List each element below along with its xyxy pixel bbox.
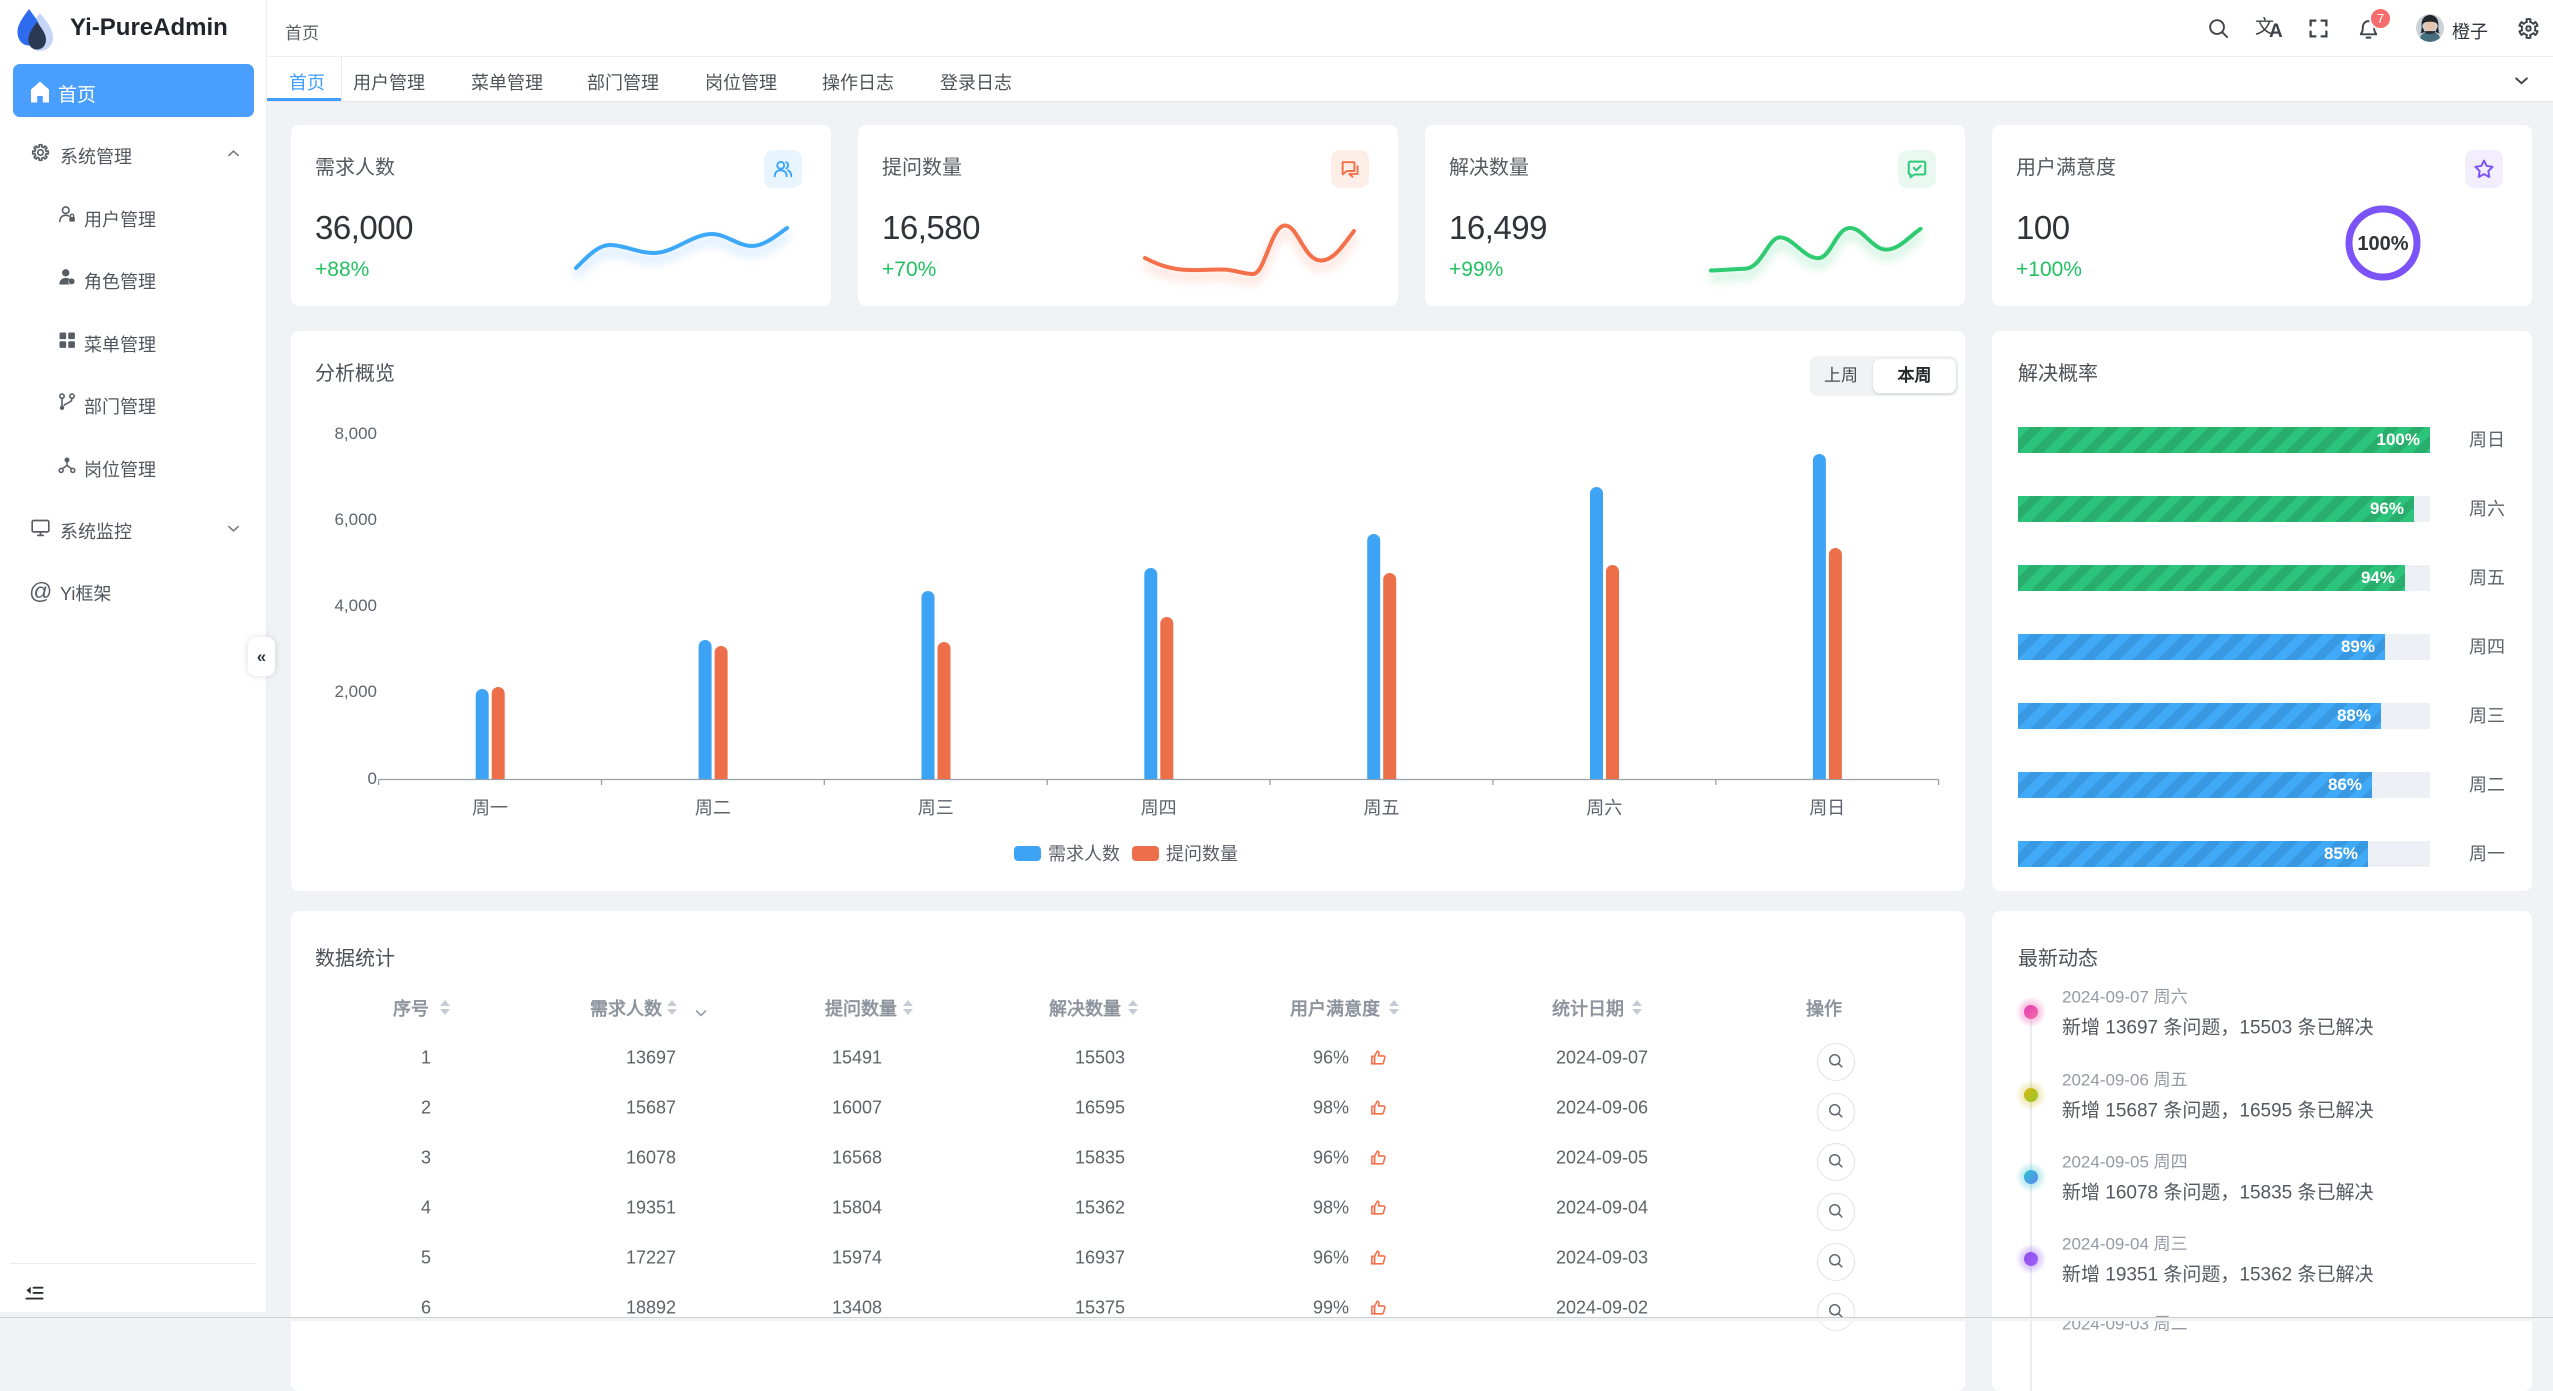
svg-text:0: 0 <box>368 769 377 788</box>
svg-text:周三: 周三 <box>918 798 954 818</box>
svg-text:8,000: 8,000 <box>334 424 377 443</box>
svg-text:2,000: 2,000 <box>334 682 377 701</box>
svg-text:100%: 100% <box>2357 233 2408 255</box>
svg-text:周六: 周六 <box>1586 798 1622 818</box>
svg-text:需求人数: 需求人数 <box>1048 844 1120 864</box>
svg-text:周五: 周五 <box>1364 798 1400 818</box>
svg-text:周二: 周二 <box>695 798 731 818</box>
svg-text:周四: 周四 <box>1141 798 1177 818</box>
svg-text:6,000: 6,000 <box>334 510 377 529</box>
svg-text:周一: 周一 <box>472 798 508 818</box>
svg-text:提问数量: 提问数量 <box>1166 844 1238 864</box>
svg-text:4,000: 4,000 <box>334 596 377 615</box>
svg-text:周日: 周日 <box>1809 798 1845 818</box>
